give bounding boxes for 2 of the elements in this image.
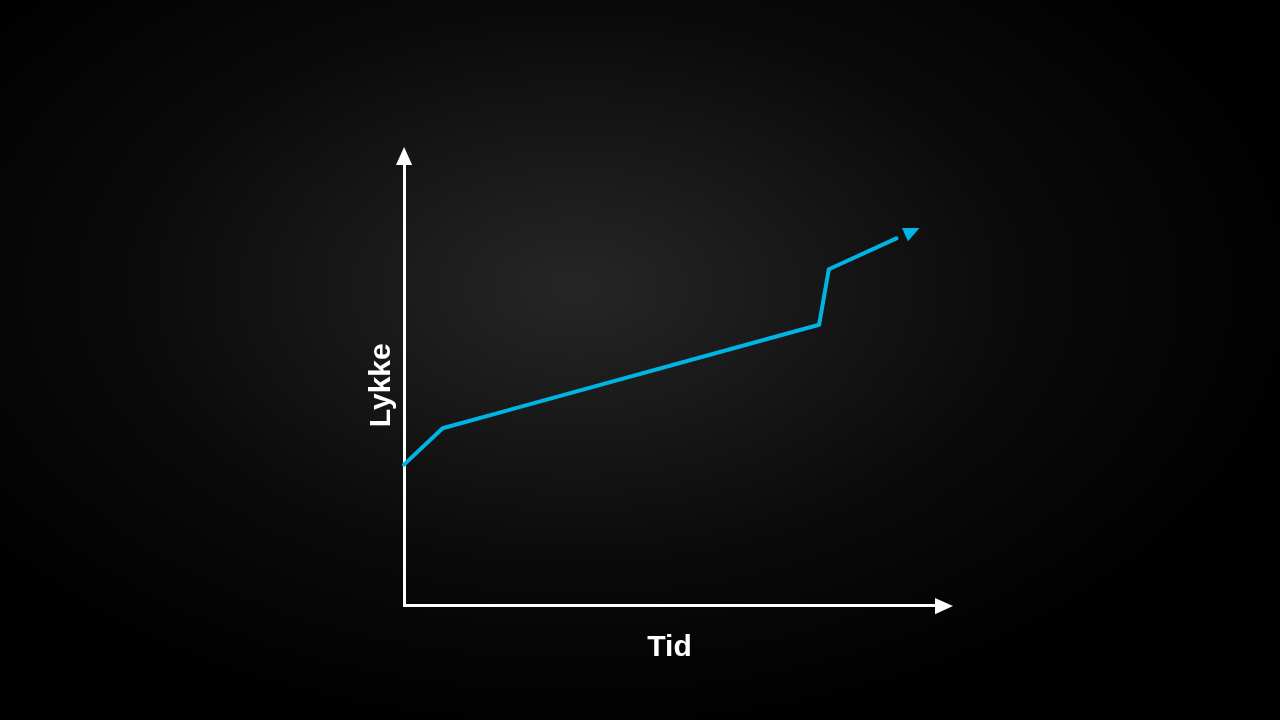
x-axis-title: Tid (647, 629, 692, 663)
y-axis-title: Lykke (363, 343, 397, 428)
